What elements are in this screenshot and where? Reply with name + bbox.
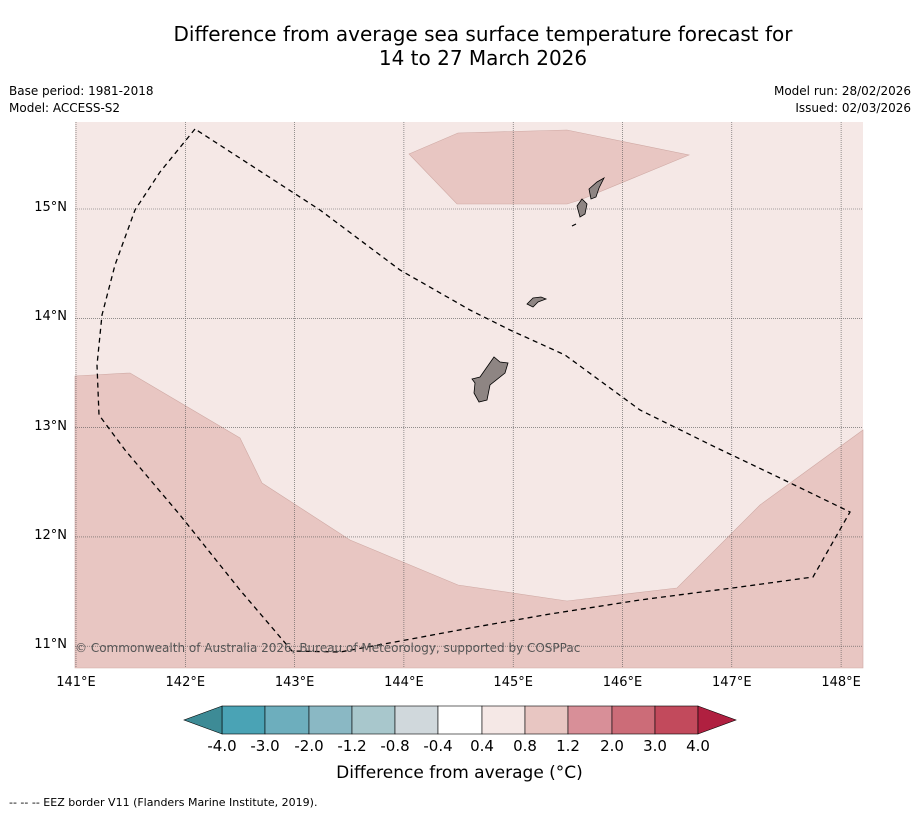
copyright-notice: © Commonwealth of Australia 2026, Bureau…	[75, 641, 581, 655]
colorbar-tick-label: 2.0	[600, 737, 624, 755]
lon-label: 142°E	[165, 675, 206, 690]
eez-legend: -- -- -- EEZ border V11 (Flanders Marine…	[9, 796, 318, 809]
lon-label: 141°E	[56, 675, 96, 690]
colorbar	[183, 705, 737, 735]
colorbar-title: Difference from average (°C)	[336, 763, 583, 783]
colorbar-segment	[394, 705, 439, 735]
colorbar-tick-label: -1.2	[337, 737, 367, 755]
colorbar-tick-label: -3.0	[250, 737, 280, 755]
colorbar-tick-label: 4.0	[686, 737, 710, 755]
lat-label: 11°N	[34, 637, 67, 653]
colorbar-tick-label: -0.8	[380, 737, 410, 755]
anomaly-region-north	[408, 129, 691, 205]
colorbar-tick-label: 3.0	[643, 737, 667, 755]
colorbar-tick-label: -2.0	[294, 737, 324, 755]
title-line-1: Difference from average sea surface temp…	[173, 22, 793, 46]
colorbar-segment	[221, 705, 266, 735]
lat-label: 14°N	[34, 309, 67, 325]
colorbar-tick-label: 1.2	[556, 737, 580, 755]
lon-label: 146°E	[602, 675, 643, 690]
colorbar-segment	[611, 705, 656, 735]
base-period: Base period: 1981-2018	[9, 84, 154, 98]
colorbar-tick-label: 0.4	[470, 737, 494, 755]
map-title: Difference from average sea surface temp…	[0, 22, 919, 70]
lon-label: 144°E	[384, 675, 424, 690]
lon-label: 145°E	[493, 675, 533, 690]
model-run: Model run: 28/02/2026	[773, 84, 911, 98]
colorbar-segment	[481, 705, 526, 735]
eez-border	[96, 128, 851, 653]
issued-date: Issued: 02/03/2026	[795, 101, 911, 115]
lon-label: 143°E	[274, 675, 315, 690]
island-tinian	[576, 198, 588, 218]
lat-label: 15°N	[34, 200, 67, 215]
colorbar-tick-label: -0.4	[423, 737, 453, 755]
colorbar-under-arrow	[183, 705, 223, 735]
colorbar-tick-label: 0.8	[513, 737, 537, 755]
island-saipan	[588, 176, 605, 200]
island-rota	[526, 296, 548, 308]
model-name: Model: ACCESS-S2	[9, 101, 121, 115]
meta-right: Model run: 28/02/2026 Issued: 02/03/2026	[774, 83, 911, 117]
colorbar-over-arrow	[697, 705, 737, 735]
colorbar-segment	[437, 705, 483, 735]
gridlines	[75, 122, 863, 668]
colorbar-tick-label: -4.0	[207, 737, 237, 755]
lon-label: 147°E	[712, 675, 752, 690]
colorbar-segment	[264, 705, 310, 735]
meta-left: Base period: 1981-2018 Model: ACCESS-S2	[9, 83, 154, 117]
colorbar-segment	[524, 705, 569, 735]
colorbar-segment	[308, 705, 353, 735]
lat-label: 13°N	[34, 418, 67, 434]
lat-label: 12°N	[34, 527, 67, 543]
colorbar-segment	[567, 705, 613, 735]
lon-label: 148°E	[821, 675, 861, 690]
colorbar-segment	[351, 705, 396, 735]
colorbar-segment	[654, 705, 699, 735]
island-aguijan	[571, 223, 577, 227]
anomaly-region-south	[74, 372, 864, 669]
island-guam	[471, 356, 509, 403]
title-line-2: 14 to 27 March 2026	[378, 46, 588, 70]
